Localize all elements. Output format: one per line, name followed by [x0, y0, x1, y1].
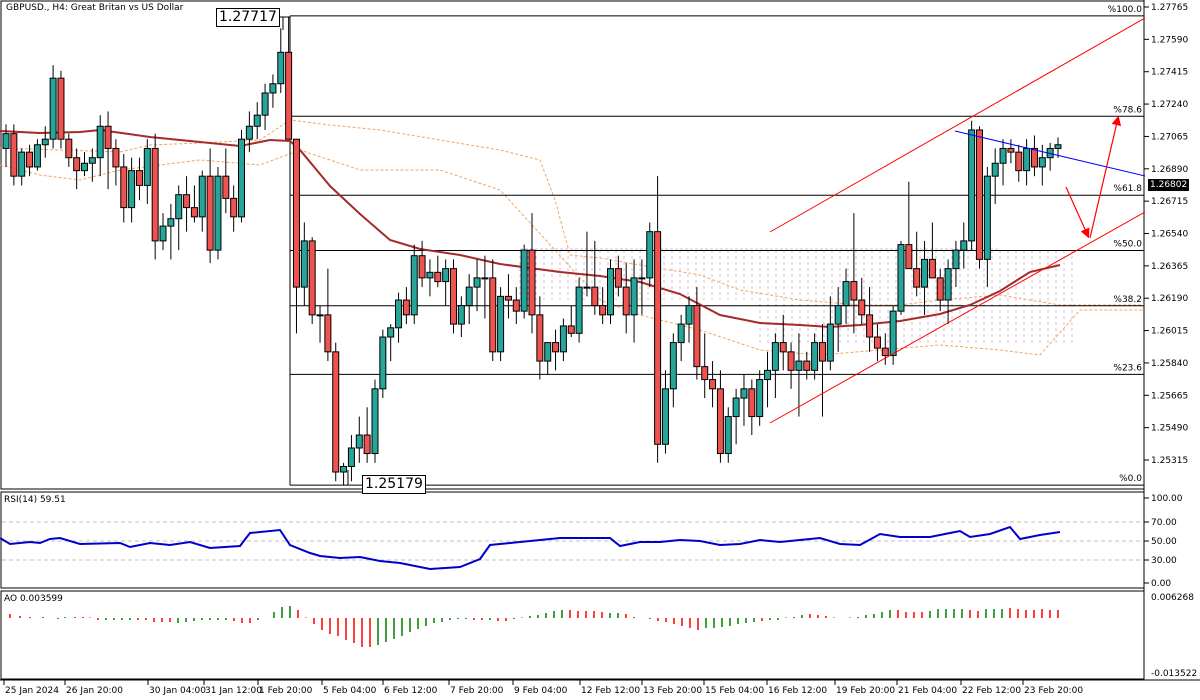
svg-text:100.00: 100.00 — [1151, 494, 1183, 504]
svg-text:5 Feb 04:00: 5 Feb 04:00 — [323, 686, 377, 696]
svg-text:%50.0: %50.0 — [1113, 240, 1142, 250]
high-price-label: 1.27717 — [216, 8, 280, 27]
svg-text:21 Feb 04:00: 21 Feb 04:00 — [898, 686, 957, 696]
rsi-indicator: 100.00 70.00 50.00 30.00 0.00 — [0, 494, 1183, 589]
svg-text:%38.2: %38.2 — [1113, 295, 1142, 305]
svg-text:12 Feb 12:00: 12 Feb 12:00 — [581, 686, 640, 696]
trend-lines[interactable] — [769, 17, 1146, 424]
svg-text:23 Feb 20:00: 23 Feb 20:00 — [1024, 686, 1083, 696]
svg-text:13 Feb 20:00: 13 Feb 20:00 — [643, 686, 702, 696]
svg-text:1.27240: 1.27240 — [1151, 100, 1188, 110]
svg-text:1.27765: 1.27765 — [1151, 3, 1188, 13]
svg-text:31 Jan 12:00: 31 Jan 12:00 — [205, 686, 262, 696]
chart-title: GBPUSD., H4: Great Britan vs US Dollar — [6, 3, 184, 13]
svg-text:1.25490: 1.25490 — [1151, 424, 1188, 434]
current-price-tag: 1.26802 — [1148, 179, 1190, 191]
svg-text:1.25840: 1.25840 — [1151, 359, 1188, 369]
svg-text:1.26715: 1.26715 — [1151, 197, 1188, 207]
time-axis: 25 Jan 2024 26 Jan 20:00 30 Jan 04:00 31 Ja… — [3, 680, 1083, 696]
svg-text:6 Feb 12:00: 6 Feb 12:00 — [384, 686, 438, 696]
ao-title: AO 0.003599 — [4, 594, 63, 604]
svg-text:26 Jan 20:00: 26 Jan 20:00 — [66, 686, 123, 696]
svg-text:1.26890: 1.26890 — [1151, 165, 1188, 175]
svg-text:%100.0: %100.0 — [1108, 5, 1143, 15]
low-price-label: 1.25179 — [362, 475, 426, 494]
svg-text:-0.013522: -0.013522 — [1151, 669, 1197, 679]
price-axis: 1.27765 1.27590 1.27415 1.27240 1.27065 1.268… — [1144, 3, 1188, 466]
svg-text:30.00: 30.00 — [1151, 556, 1177, 566]
svg-text:1.25665: 1.25665 — [1151, 391, 1188, 401]
ao-indicator: 0.006268 -0.013522 — [9, 593, 1197, 679]
svg-text:1.26015: 1.26015 — [1151, 327, 1188, 337]
svg-text:1.26365: 1.26365 — [1151, 262, 1188, 272]
svg-text:1.27415: 1.27415 — [1151, 68, 1188, 78]
svg-text:16 Feb 12:00: 16 Feb 12:00 — [768, 686, 827, 696]
svg-text:1.25315: 1.25315 — [1151, 456, 1188, 466]
svg-text:%0.0: %0.0 — [1119, 474, 1142, 484]
svg-text:50.00: 50.00 — [1151, 537, 1177, 547]
svg-text:9 Feb 04:00: 9 Feb 04:00 — [514, 686, 568, 696]
svg-text:%61.8: %61.8 — [1113, 184, 1142, 194]
svg-text:15 Feb 04:00: 15 Feb 04:00 — [705, 686, 764, 696]
svg-text:%23.6: %23.6 — [1113, 363, 1142, 373]
svg-text:%78.6: %78.6 — [1113, 105, 1142, 115]
candlesticks — [2, 17, 1062, 485]
svg-text:1.27590: 1.27590 — [1151, 35, 1188, 45]
rsi-title: RSI(14) 59.51 — [4, 495, 66, 505]
svg-text:22 Feb 12:00: 22 Feb 12:00 — [962, 686, 1021, 696]
svg-text:0.00: 0.00 — [1151, 579, 1171, 589]
svg-text:70.00: 70.00 — [1151, 518, 1177, 528]
svg-text:1.27065: 1.27065 — [1151, 132, 1188, 142]
svg-text:25 Jan 2024: 25 Jan 2024 — [5, 686, 59, 696]
svg-text:0.006268: 0.006268 — [1151, 593, 1194, 603]
svg-text:1.26190: 1.26190 — [1151, 294, 1188, 304]
svg-text:1.26540: 1.26540 — [1151, 230, 1188, 240]
svg-text:30 Jan 04:00: 30 Jan 04:00 — [149, 686, 206, 696]
svg-text:7 Feb 20:00: 7 Feb 20:00 — [450, 686, 504, 696]
svg-text:19 Feb 20:00: 19 Feb 20:00 — [836, 686, 895, 696]
svg-text:1 Feb 20:00: 1 Feb 20:00 — [259, 686, 313, 696]
